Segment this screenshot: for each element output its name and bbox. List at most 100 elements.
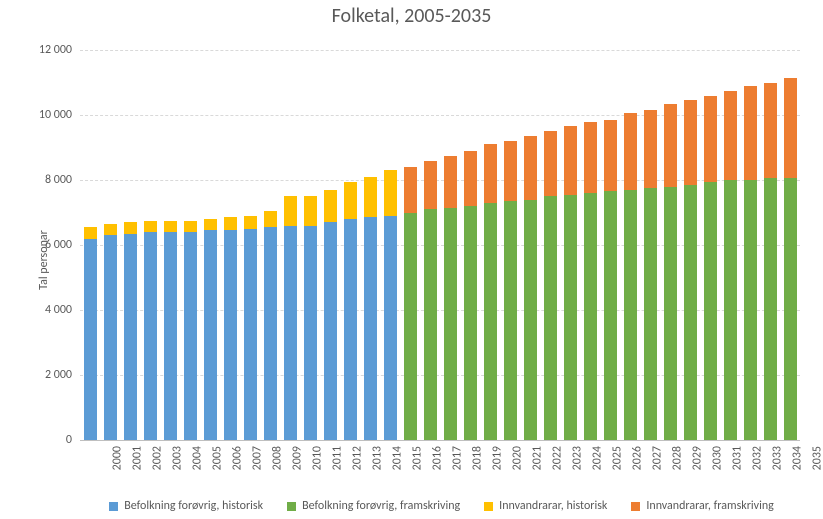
bar-segment bbox=[684, 185, 697, 440]
bar-segment bbox=[644, 110, 657, 188]
bar-segment bbox=[224, 217, 237, 230]
bar-group bbox=[284, 50, 297, 440]
bar-group bbox=[464, 50, 477, 440]
bar-segment bbox=[504, 201, 517, 440]
bar-group bbox=[604, 50, 617, 440]
bar-segment bbox=[604, 120, 617, 192]
bar-group bbox=[264, 50, 277, 440]
bar-segment bbox=[84, 239, 97, 441]
bar-segment bbox=[624, 113, 637, 189]
x-tick-label: 2035 bbox=[810, 446, 823, 470]
bar-group bbox=[684, 50, 697, 440]
bar-segment bbox=[204, 230, 217, 440]
bar-group bbox=[624, 50, 637, 440]
x-tick-label: 2008 bbox=[270, 446, 284, 470]
bar-segment bbox=[324, 222, 337, 440]
x-tick-label: 2032 bbox=[750, 446, 764, 470]
bar-segment bbox=[104, 224, 117, 235]
bar-segment bbox=[144, 232, 157, 440]
y-tick-label: 12 000 bbox=[39, 43, 80, 57]
bar-segment bbox=[644, 188, 657, 440]
x-tick-label: 2031 bbox=[730, 446, 744, 470]
bar-segment bbox=[304, 196, 317, 225]
bar-segment bbox=[364, 217, 377, 440]
bar-group bbox=[364, 50, 377, 440]
bar-segment bbox=[664, 187, 677, 441]
legend-label: Innvandrarar, framskriving bbox=[646, 499, 773, 513]
y-tick-label: 10 000 bbox=[39, 108, 80, 122]
legend-label: Innvandrarar, historisk bbox=[499, 499, 607, 513]
x-tick-label: 2030 bbox=[710, 446, 724, 470]
bar-segment bbox=[344, 219, 357, 440]
bar-segment bbox=[724, 180, 737, 440]
population-chart: Folketal, 2005-2035 Tal personar 02 0004… bbox=[0, 0, 823, 519]
bar-segment bbox=[564, 126, 577, 194]
y-tick-label: 8 000 bbox=[45, 173, 80, 187]
bar-segment bbox=[764, 178, 777, 440]
bar-segment bbox=[164, 221, 177, 232]
legend-label: Befolkning forøvrig, historisk bbox=[124, 499, 263, 513]
bar-group bbox=[744, 50, 757, 440]
plot-area: 02 0004 0006 0008 00010 00012 000 200020… bbox=[80, 50, 800, 440]
bar-segment bbox=[464, 206, 477, 440]
bar-segment bbox=[724, 91, 737, 180]
x-tick-label: 2016 bbox=[430, 446, 444, 470]
bar-segment bbox=[744, 180, 757, 440]
bar-segment bbox=[464, 151, 477, 206]
x-tick-label: 2006 bbox=[230, 446, 244, 470]
bar-segment bbox=[544, 196, 557, 440]
bar-group bbox=[644, 50, 657, 440]
x-tick-label: 2015 bbox=[410, 446, 424, 470]
bar-segment bbox=[604, 191, 617, 440]
bar-group bbox=[444, 50, 457, 440]
bar-segment bbox=[544, 131, 557, 196]
bar-segment bbox=[704, 182, 717, 440]
bar-segment bbox=[584, 193, 597, 440]
legend: Befolkning forøvrig, historisk Befolknin… bbox=[80, 499, 803, 513]
y-tick-label: 4 000 bbox=[45, 303, 80, 317]
bar-segment bbox=[164, 232, 177, 440]
bar-segment bbox=[104, 235, 117, 440]
bar-segment bbox=[504, 141, 517, 201]
x-tick-label: 2026 bbox=[630, 446, 644, 470]
x-tick-label: 2007 bbox=[250, 446, 264, 470]
gridline bbox=[80, 440, 800, 441]
bar-segment bbox=[404, 213, 417, 441]
x-tick-label: 2004 bbox=[190, 446, 204, 470]
x-tick-label: 2002 bbox=[150, 446, 164, 470]
bar-group bbox=[224, 50, 237, 440]
legend-swatch bbox=[287, 502, 296, 511]
x-tick-label: 2024 bbox=[590, 446, 604, 470]
x-tick-label: 2023 bbox=[570, 446, 584, 470]
bar-segment bbox=[744, 86, 757, 180]
bar-segment bbox=[764, 83, 777, 179]
bar-segment bbox=[124, 222, 137, 233]
bar-container bbox=[80, 50, 800, 440]
bar-segment bbox=[324, 190, 337, 223]
bar-segment bbox=[404, 167, 417, 213]
legend-item-historic-base: Befolkning forøvrig, historisk bbox=[109, 499, 263, 513]
x-tick-label: 2022 bbox=[550, 446, 564, 470]
x-tick-label: 2017 bbox=[450, 446, 464, 470]
x-tick-label: 2001 bbox=[130, 446, 144, 470]
x-tick-label: 2012 bbox=[350, 446, 364, 470]
bar-group bbox=[124, 50, 137, 440]
bar-segment bbox=[204, 219, 217, 230]
x-tick-label: 2003 bbox=[170, 446, 184, 470]
bar-group bbox=[724, 50, 737, 440]
bar-segment bbox=[624, 190, 637, 440]
legend-swatch bbox=[484, 502, 493, 511]
bar-group bbox=[764, 50, 777, 440]
bar-group bbox=[84, 50, 97, 440]
bar-segment bbox=[184, 221, 197, 232]
x-tick-label: 2029 bbox=[690, 446, 704, 470]
bar-segment bbox=[284, 226, 297, 441]
bar-segment bbox=[704, 96, 717, 182]
x-tick-label: 2018 bbox=[470, 446, 484, 470]
bar-segment bbox=[444, 208, 457, 440]
bar-segment bbox=[384, 170, 397, 216]
bar-group bbox=[104, 50, 117, 440]
bar-group bbox=[784, 50, 797, 440]
x-tick-label: 2011 bbox=[330, 446, 344, 470]
bar-segment bbox=[564, 195, 577, 440]
